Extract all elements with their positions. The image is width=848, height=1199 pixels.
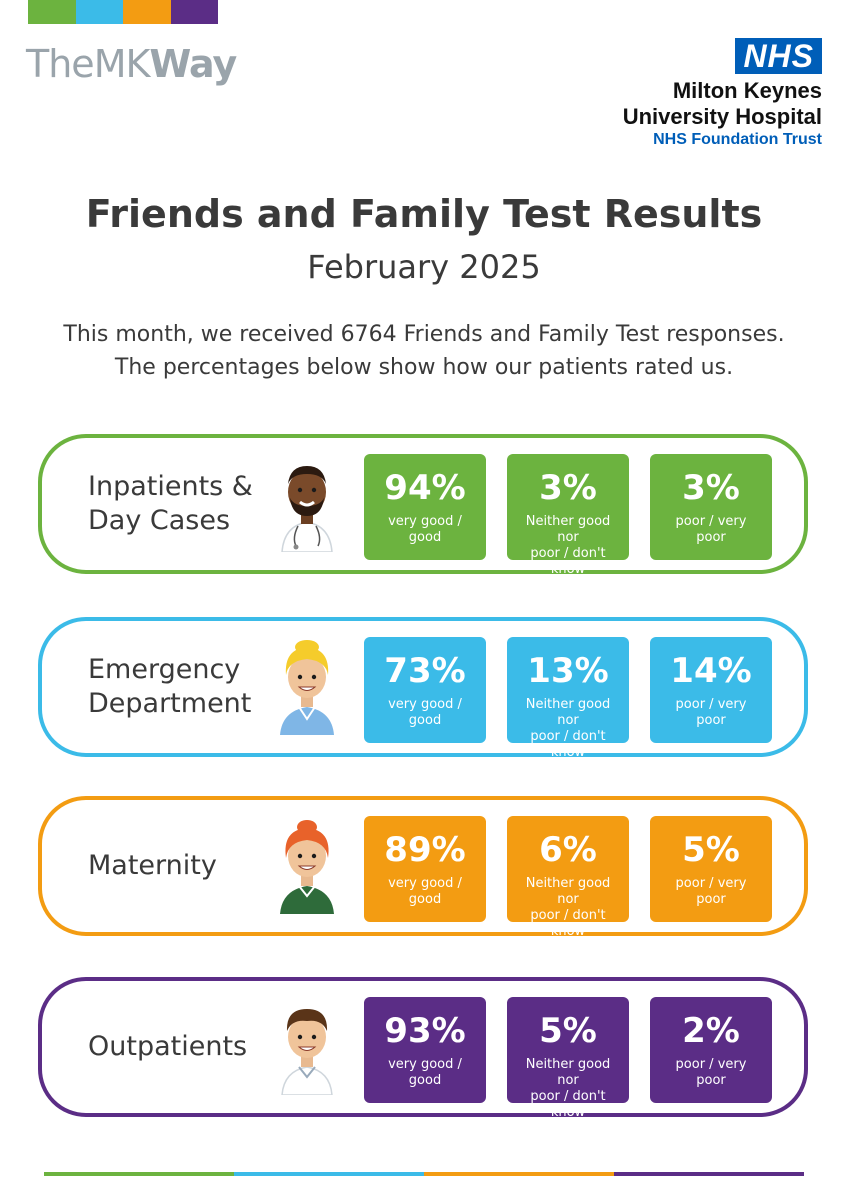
page-subtitle: February 2025 <box>307 248 541 286</box>
midwife-avatar-icon <box>280 820 334 914</box>
hospital-name-line2: University Hospital <box>622 104 822 129</box>
tile-description: Neither good nor poor / don't know <box>525 697 611 760</box>
tile-description: poor / very poor <box>675 876 747 907</box>
section-card-outpatients: Outpatients 93% very good / good 5% Neit… <box>38 977 808 1120</box>
nhs-trust-logo: NHS Milton Keynes University Hospital NH… <box>582 38 822 150</box>
tile-percentage: 2% <box>682 1011 740 1051</box>
tile-percentage: 6% <box>539 830 597 870</box>
tile-poor: 14% poor / very poor <box>650 637 772 743</box>
section-label: Maternity <box>88 850 217 881</box>
section-label: Emergency Department <box>88 654 252 719</box>
tile-very-good: 94% very good / good <box>364 454 486 560</box>
tile-description: poor / very poor <box>675 1057 747 1088</box>
tile-percentage: 13% <box>527 651 609 691</box>
tile-neither: 6% Neither good nor poor / don't know <box>507 816 629 939</box>
page-title: Friends and Family Test Results <box>85 192 763 236</box>
section-card-inpatients: Inpatients & Day Cases 94% very good / g… <box>38 434 808 577</box>
tile-percentage: 73% <box>384 651 466 691</box>
tile-very-good: 89% very good / good <box>364 816 486 922</box>
tile-description: very good / good <box>388 514 462 545</box>
tile-description: very good / good <box>388 697 462 728</box>
tile-poor: 2% poor / very poor <box>650 997 772 1103</box>
brand-color-bar <box>28 0 218 24</box>
tile-poor: 5% poor / very poor <box>650 816 772 922</box>
hospital-name-line1: Milton Keynes <box>672 78 822 103</box>
tile-description: Neither good nor poor / don't know <box>525 1057 611 1120</box>
trust-name: NHS Foundation Trust <box>653 131 822 148</box>
tile-percentage: 5% <box>539 1011 597 1051</box>
tile-percentage: 5% <box>682 830 740 870</box>
tile-very-good: 93% very good / good <box>364 997 486 1103</box>
tile-percentage: 14% <box>670 651 752 691</box>
tile-neither: 5% Neither good nor poor / don't know <box>507 997 629 1120</box>
tile-description: poor / very poor <box>675 697 747 728</box>
tile-description: very good / good <box>388 1057 462 1088</box>
intro-line-2: The percentages below show how our patie… <box>114 355 734 380</box>
tile-percentage: 3% <box>539 468 597 508</box>
patient-avatar-icon <box>281 1009 333 1095</box>
tile-poor: 3% poor / very poor <box>650 454 772 560</box>
section-label: Outpatients <box>88 1031 248 1062</box>
intro-line-1: This month, we received 6764 Friends and… <box>63 322 785 347</box>
tile-very-good: 73% very good / good <box>364 637 486 743</box>
footer-color-bar <box>44 1172 804 1176</box>
tile-percentage: 94% <box>384 468 466 508</box>
tile-percentage: 93% <box>384 1011 466 1051</box>
tile-description: Neither good nor poor / don't know <box>525 514 611 577</box>
section-card-emergency: Emergency Department 73% very good / goo… <box>38 617 808 760</box>
tile-description: Neither good nor poor / don't know <box>525 876 611 939</box>
section-card-maternity: Maternity 89% very good / good 6% Neithe… <box>38 796 808 939</box>
themkway-logo: TheMKWay <box>26 42 237 86</box>
tile-percentage: 89% <box>384 830 466 870</box>
intro-text: This month, we received 6764 Friends and… <box>0 318 848 384</box>
tile-neither: 13% Neither good nor poor / don't know <box>507 637 629 760</box>
tile-percentage: 3% <box>682 468 740 508</box>
doctor-avatar-icon <box>281 466 333 552</box>
tile-description: very good / good <box>388 876 462 907</box>
section-label: Inpatients & Day Cases <box>88 471 253 536</box>
nhs-logo: NHS <box>735 38 822 74</box>
tile-description: poor / very poor <box>675 514 747 545</box>
nurse-avatar-icon <box>280 640 334 735</box>
tile-neither: 3% Neither good nor poor / don't know <box>507 454 629 577</box>
